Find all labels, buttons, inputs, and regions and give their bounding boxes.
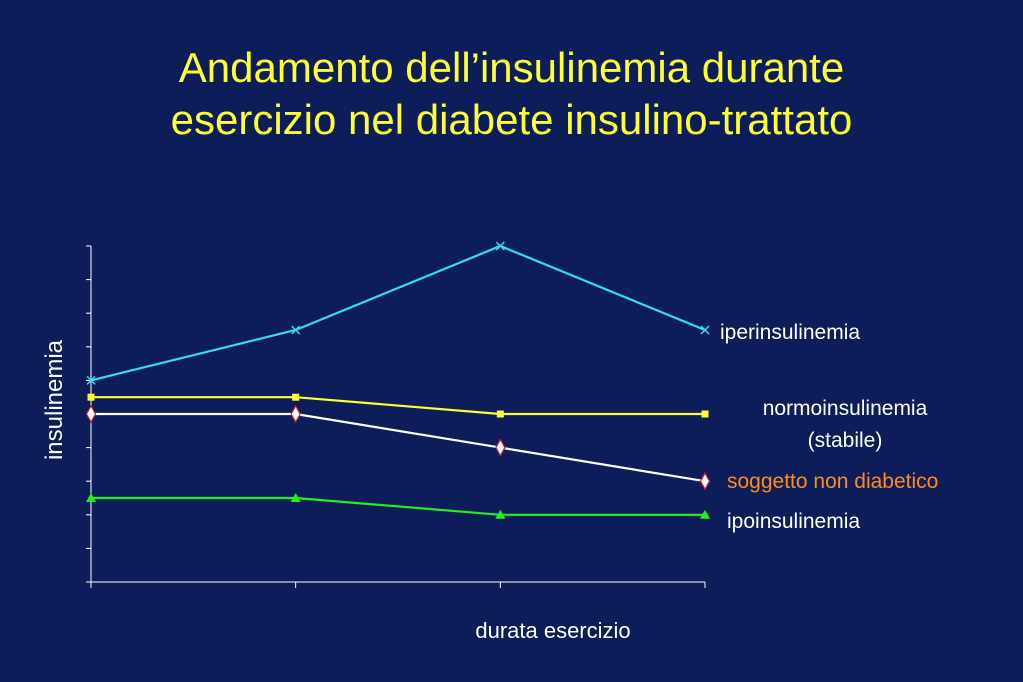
axes — [86, 245, 706, 588]
y-axis-label: insulinemia — [41, 339, 68, 460]
series-label-2: normoinsulinemia — [763, 397, 928, 420]
data-point — [496, 410, 504, 418]
series-2 — [87, 393, 709, 418]
series-line — [91, 412, 706, 483]
x-axis-label: durata esercizio — [475, 618, 630, 643]
point-stroke — [700, 325, 710, 335]
series-labels: iperinsulinemia normoinsulinemia (stabile)… — [720, 321, 938, 533]
point-stroke — [86, 375, 96, 385]
point-stroke — [291, 325, 301, 335]
data-point — [86, 375, 96, 385]
data-point — [699, 471, 711, 491]
series-line — [90, 244, 706, 382]
point-stroke — [495, 241, 505, 251]
data-point — [495, 241, 505, 251]
data-point — [87, 393, 95, 401]
series-line — [91, 496, 705, 516]
data-point — [700, 325, 710, 335]
title-line-2: esercizio nel diabete insulino-trattato — [170, 96, 853, 143]
series-line — [91, 396, 705, 416]
data-point — [291, 325, 301, 335]
data-point — [86, 493, 96, 502]
series-1 — [86, 241, 710, 385]
title-line-1: Andamento dell’insulinemia durante — [178, 44, 845, 91]
series-3 — [85, 404, 711, 491]
series-label-1: iperinsulinemia — [720, 321, 860, 344]
data-point — [495, 509, 506, 519]
data-point — [290, 493, 301, 502]
data-point — [290, 404, 301, 424]
series-label-3: soggetto non diabetico — [727, 470, 938, 493]
data-point — [292, 393, 300, 401]
data-point — [701, 410, 709, 418]
series-label-2: (stabile) — [808, 429, 883, 452]
series-group — [85, 241, 711, 519]
data-point — [495, 438, 506, 457]
chart-title: Andamento dell’insulinemia durante eserc… — [0, 42, 1023, 146]
data-point — [85, 404, 97, 424]
series-label-4: ipoinsulinemia — [727, 510, 860, 533]
series-4 — [86, 493, 710, 519]
data-point — [700, 509, 710, 519]
